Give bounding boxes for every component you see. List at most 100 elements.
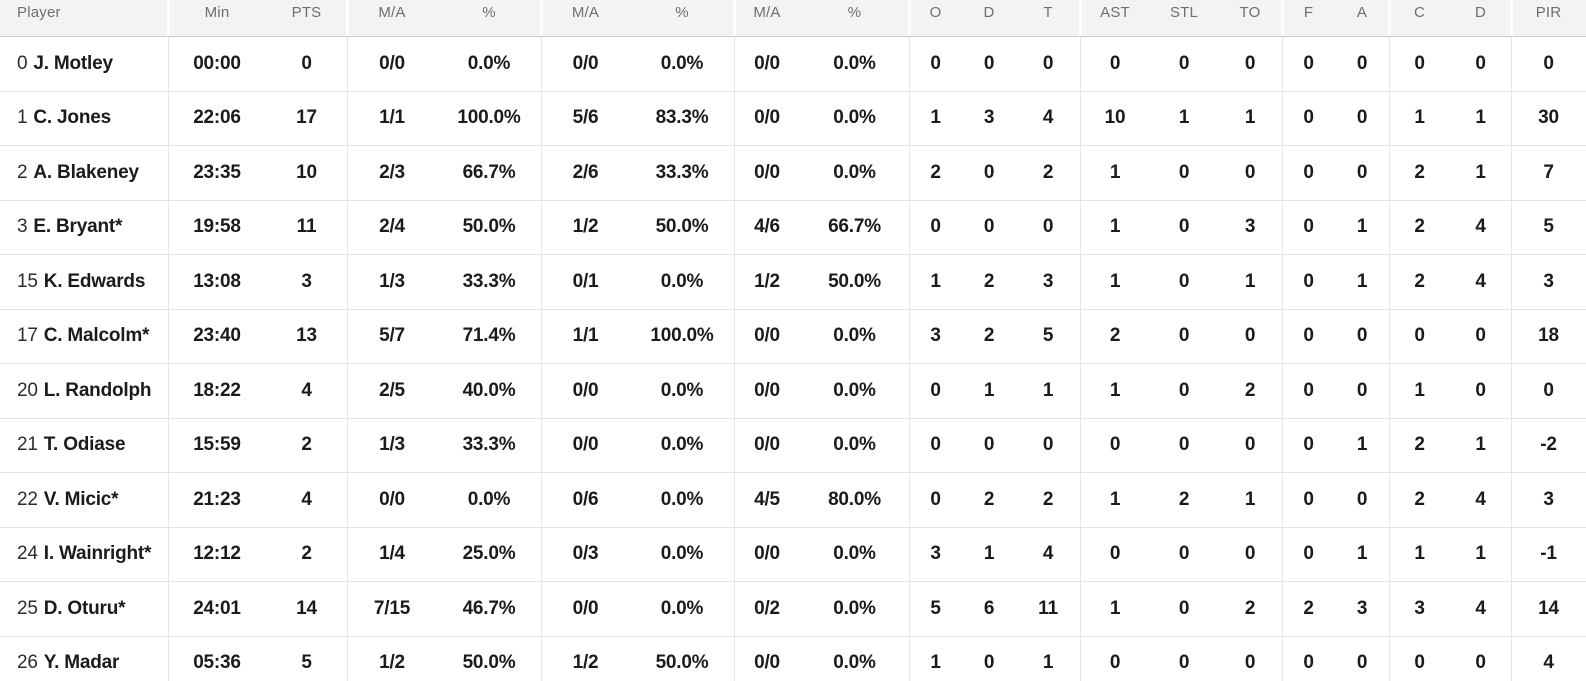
stat-ft-ma: 0/2 xyxy=(754,597,780,619)
player-cell[interactable]: 15 K. Edwards xyxy=(0,255,168,309)
player-name[interactable]: L. Randolph xyxy=(43,379,152,401)
player-cell[interactable]: 2 A. Blakeney xyxy=(0,146,168,200)
player-cell[interactable]: 21 T. Odiase xyxy=(0,419,168,473)
stat-fg2-ma: 1/3 xyxy=(379,270,405,292)
stat-pir: 18 xyxy=(1538,325,1559,347)
stat-fg2-pct: 100.0% xyxy=(457,107,521,129)
column-header-player: Player xyxy=(17,4,61,21)
player-name[interactable]: Y. Madar xyxy=(43,652,120,674)
stat-f: 0 xyxy=(1303,325,1314,347)
stat-min: 22:06 xyxy=(193,107,241,129)
column-header-min: Min xyxy=(204,4,230,21)
player-name[interactable]: C. Malcolm* xyxy=(43,325,150,347)
player-cell[interactable]: 26 Y. Madar xyxy=(0,637,168,681)
stat-stl: 0 xyxy=(1178,270,1190,292)
stat-f: 0 xyxy=(1303,216,1314,238)
player-name[interactable]: C. Jones xyxy=(33,107,111,129)
stat-to: 1 xyxy=(1244,488,1256,510)
stat-stl: 0 xyxy=(1178,52,1190,74)
stat-d: 1 xyxy=(1475,434,1486,456)
stat-d: 4 xyxy=(1475,270,1486,292)
stat-a: 1 xyxy=(1356,434,1368,456)
column-header-d: D xyxy=(1474,4,1487,21)
player-name[interactable]: T. Odiase xyxy=(43,434,126,456)
stat-d: 1 xyxy=(1475,161,1486,183)
column-header-ft-pct: % xyxy=(847,4,862,21)
stat-reb-o: 2 xyxy=(930,161,941,183)
stat-to: 0 xyxy=(1244,652,1256,674)
stat-ast: 1 xyxy=(1109,270,1121,292)
column-header-f: F xyxy=(1303,4,1314,21)
stat-ast: 0 xyxy=(1109,543,1121,565)
stat-ft-ma: 0/0 xyxy=(754,161,780,183)
stat-fg3-pct: 0.0% xyxy=(660,434,704,456)
stat-to: 0 xyxy=(1244,161,1256,183)
stat-c: 2 xyxy=(1414,270,1425,292)
stat-min: 23:35 xyxy=(193,161,241,183)
table-row: 22 V. Micic* 21:23 4 0/0 0.0% 0/6 0.0% 4/5 80.0% 0… xyxy=(0,473,1586,528)
player-name[interactable]: D. Oturu* xyxy=(43,597,126,619)
stat-fg3-pct: 0.0% xyxy=(660,543,704,565)
header-group-gap xyxy=(167,0,170,36)
column-header-fg3-ma: M/A xyxy=(571,4,600,21)
stat-ft-pct: 66.7% xyxy=(828,216,881,238)
column-group-divider xyxy=(1282,37,1283,681)
player-cell[interactable]: 22 V. Micic* xyxy=(0,473,168,527)
stat-pts: 14 xyxy=(296,597,317,619)
stat-pir: 14 xyxy=(1538,597,1559,619)
player-name[interactable]: E. Bryant* xyxy=(33,216,123,238)
stat-d: 1 xyxy=(1475,543,1486,565)
stat-ft-ma: 0/0 xyxy=(754,379,780,401)
player-cell[interactable]: 25 D. Oturu* xyxy=(0,582,168,636)
stat-fg2-pct: 71.4% xyxy=(462,325,516,347)
stat-ft-ma: 0/0 xyxy=(754,652,780,674)
player-name[interactable]: A. Blakeney xyxy=(33,161,139,183)
table-row: 21 T. Odiase 15:59 2 1/3 33.3% 0/0 0.0% 0/0 0.0% 0… xyxy=(0,418,1586,473)
stat-reb-t: 1 xyxy=(1042,652,1054,674)
stat-ft-pct: 0.0% xyxy=(833,52,876,74)
stat-c: 0 xyxy=(1414,325,1425,347)
player-name[interactable]: K. Edwards xyxy=(43,270,146,292)
stat-ast: 1 xyxy=(1109,488,1121,510)
stat-fg3-ma: 1/2 xyxy=(572,216,599,238)
stat-min: 19:58 xyxy=(193,216,241,238)
stat-fg3-ma: 0/0 xyxy=(572,52,599,74)
player-cell[interactable]: 0 J. Motley xyxy=(0,37,168,91)
stat-ast: 1 xyxy=(1109,597,1121,619)
stat-pts: 17 xyxy=(296,107,317,129)
stat-stl: 0 xyxy=(1178,325,1190,347)
stat-pir: 5 xyxy=(1543,216,1554,238)
stat-ft-pct: 0.0% xyxy=(833,379,876,401)
player-cell[interactable]: 1 C. Jones xyxy=(0,92,168,146)
stat-fg2-ma: 5/7 xyxy=(379,325,405,347)
stat-ft-pct: 0.0% xyxy=(833,161,876,183)
stat-a: 0 xyxy=(1356,52,1368,74)
table-row: 15 K. Edwards 13:08 3 1/3 33.3% 0/1 0.0% 1/2 50.0… xyxy=(0,255,1586,310)
player-cell[interactable]: 20 L. Randolph xyxy=(0,364,168,418)
stat-a: 3 xyxy=(1356,597,1368,619)
player-name[interactable]: V. Micic* xyxy=(43,488,119,510)
player-number: 1 xyxy=(17,107,28,129)
stat-reb-d: 0 xyxy=(983,216,995,238)
header-group-gap xyxy=(1079,0,1082,36)
stat-to: 0 xyxy=(1244,325,1256,347)
stat-pir: 4 xyxy=(1543,652,1554,674)
player-cell[interactable]: 17 C. Malcolm* xyxy=(0,310,168,364)
stat-ft-ma: 0/0 xyxy=(754,325,780,347)
column-header-pts: PTS xyxy=(291,4,322,21)
player-number: 15 xyxy=(17,270,38,292)
player-cell[interactable]: 3 E. Bryant* xyxy=(0,201,168,255)
column-group-divider xyxy=(347,37,348,681)
player-name[interactable]: J. Motley xyxy=(33,52,113,74)
stat-reb-o: 5 xyxy=(930,597,941,619)
stat-min: 18:22 xyxy=(193,379,241,401)
stat-reb-t: 0 xyxy=(1042,216,1054,238)
player-cell[interactable]: 24 I. Wainright* xyxy=(0,528,168,582)
stat-pts: 4 xyxy=(301,379,312,401)
stat-pir: 7 xyxy=(1543,161,1554,183)
player-name[interactable]: I. Wainright* xyxy=(43,543,152,565)
stat-f: 0 xyxy=(1303,543,1314,565)
stat-min: 21:23 xyxy=(193,488,241,510)
stat-a: 0 xyxy=(1356,107,1368,129)
stat-ft-ma: 0/0 xyxy=(754,434,780,456)
